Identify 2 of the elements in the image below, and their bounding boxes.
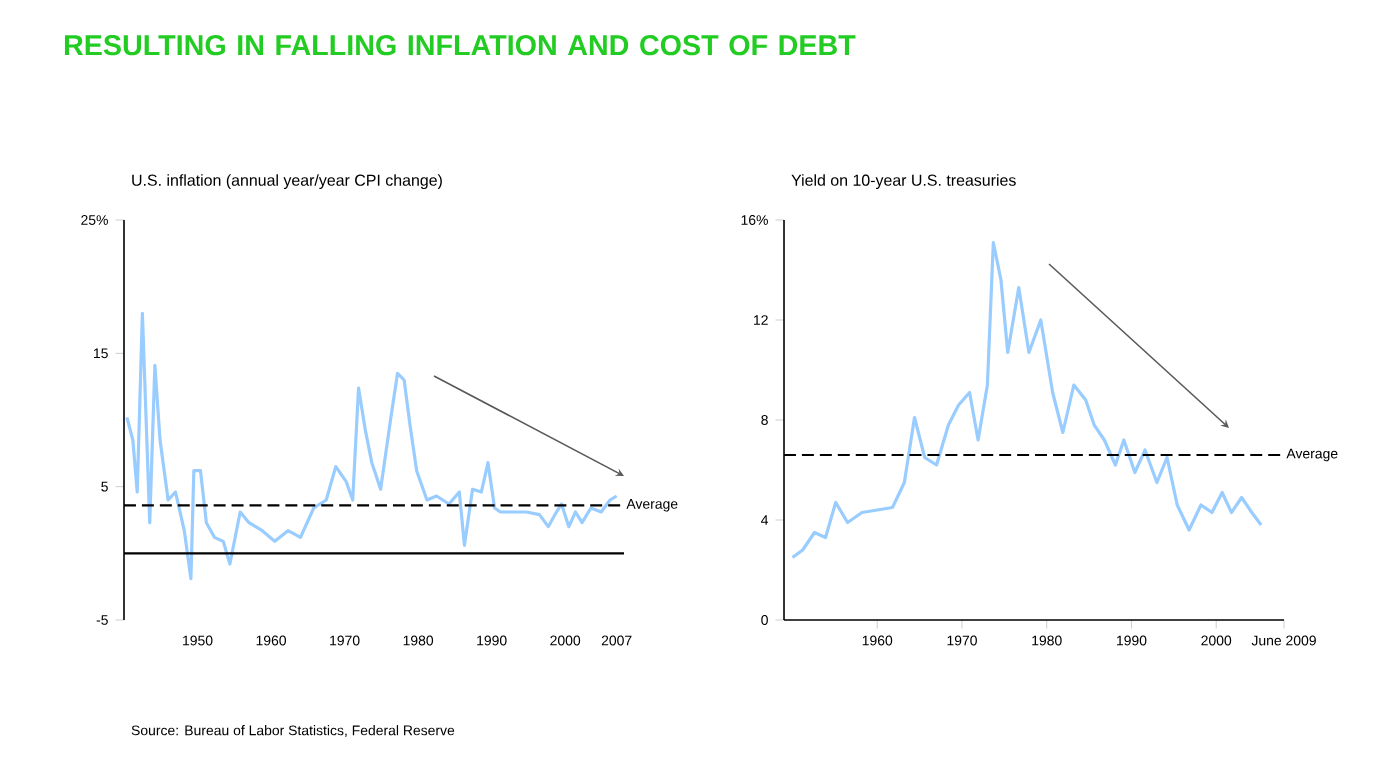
chart-title: RESULTING IN FALLING INFLATION AND COST OF DEBT: [64, 35, 856, 56]
line-series: [790, 240, 1263, 560]
